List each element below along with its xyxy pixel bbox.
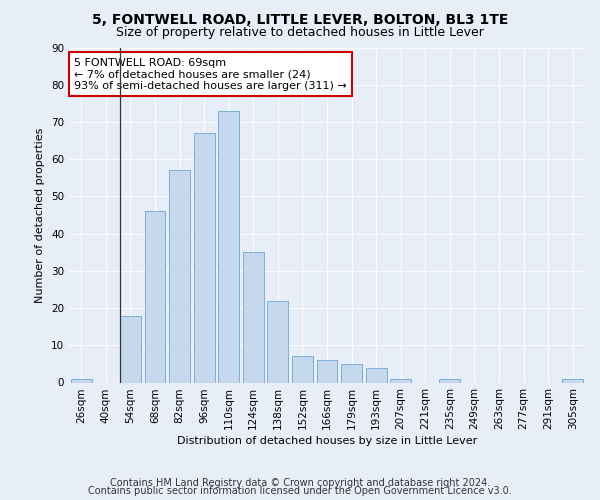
Bar xyxy=(169,170,190,382)
Bar xyxy=(120,316,141,382)
Bar xyxy=(218,111,239,382)
Text: Contains HM Land Registry data © Crown copyright and database right 2024.: Contains HM Land Registry data © Crown c… xyxy=(110,478,490,488)
Text: 5, FONTWELL ROAD, LITTLE LEVER, BOLTON, BL3 1TE: 5, FONTWELL ROAD, LITTLE LEVER, BOLTON, … xyxy=(92,12,508,26)
X-axis label: Distribution of detached houses by size in Little Lever: Distribution of detached houses by size … xyxy=(177,436,477,446)
Bar xyxy=(268,300,289,382)
Bar xyxy=(341,364,362,382)
Bar xyxy=(439,379,460,382)
Bar xyxy=(194,133,215,382)
Bar xyxy=(292,356,313,382)
Bar xyxy=(145,212,166,382)
Bar xyxy=(243,252,264,382)
Text: Contains public sector information licensed under the Open Government Licence v3: Contains public sector information licen… xyxy=(88,486,512,496)
Bar xyxy=(317,360,337,382)
Bar xyxy=(71,379,92,382)
Bar xyxy=(562,379,583,382)
Bar xyxy=(365,368,386,382)
Y-axis label: Number of detached properties: Number of detached properties xyxy=(35,128,46,302)
Text: Size of property relative to detached houses in Little Lever: Size of property relative to detached ho… xyxy=(116,26,484,39)
Bar xyxy=(390,379,411,382)
Text: 5 FONTWELL ROAD: 69sqm
← 7% of detached houses are smaller (24)
93% of semi-deta: 5 FONTWELL ROAD: 69sqm ← 7% of detached … xyxy=(74,58,347,91)
